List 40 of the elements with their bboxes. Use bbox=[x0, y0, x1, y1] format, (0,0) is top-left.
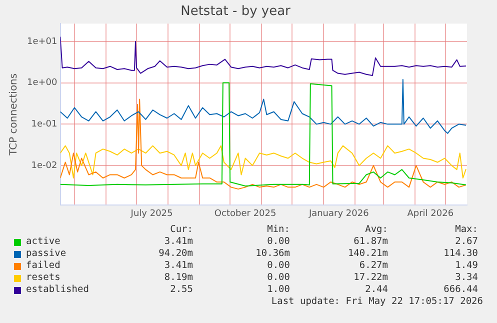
x-tick-label: January 2026 bbox=[308, 208, 370, 219]
y-tick-label: 1e+01 bbox=[26, 36, 58, 47]
legend-label: failed bbox=[26, 260, 60, 272]
text: 3.34 bbox=[455, 272, 478, 284]
y-tick-label: 1e-02 bbox=[31, 160, 58, 171]
text: Last update: Fri May 22 17:05:17 2026 bbox=[271, 296, 483, 308]
legend-label: active bbox=[26, 236, 60, 248]
chart-title: Netstat - by year bbox=[180, 4, 292, 20]
y-axis-title: TCP connections bbox=[8, 73, 20, 156]
text: 1.00 bbox=[267, 284, 290, 296]
x-tick-label: April 2026 bbox=[407, 208, 454, 219]
text: Max: bbox=[455, 224, 478, 236]
text: 94.20m bbox=[158, 248, 193, 260]
text: 10.36m bbox=[256, 248, 290, 260]
text: 2.44 bbox=[365, 284, 388, 296]
text: 2.55 bbox=[170, 284, 193, 296]
x-tick-label: October 2025 bbox=[214, 208, 276, 219]
legend-label: resets bbox=[26, 272, 60, 284]
text: 3.41m bbox=[164, 260, 193, 272]
text: 0.00 bbox=[267, 272, 290, 284]
x-tick-label: July 2025 bbox=[130, 208, 173, 219]
text: 2.67 bbox=[455, 236, 478, 248]
text: 17.22m bbox=[354, 272, 388, 284]
text: 3.41m bbox=[164, 236, 193, 248]
legend-label: established bbox=[26, 284, 89, 296]
text: 8.19m bbox=[164, 272, 193, 284]
text: 666.44 bbox=[444, 284, 478, 296]
text: 140.21m bbox=[348, 248, 388, 260]
text: 6.27m bbox=[359, 260, 388, 272]
text: Min: bbox=[267, 224, 290, 236]
text: Cur: bbox=[170, 224, 193, 236]
text: 61.87m bbox=[354, 236, 388, 248]
legend-label: passive bbox=[26, 248, 66, 260]
text: Avg: bbox=[365, 224, 388, 236]
text: 1.49 bbox=[455, 260, 478, 272]
y-tick-label: 1e+00 bbox=[26, 78, 58, 88]
y-tick-label: 1e-01 bbox=[31, 120, 58, 130]
text: 0.00 bbox=[267, 236, 290, 248]
text: 114.30 bbox=[444, 248, 478, 260]
text: 0.00 bbox=[267, 260, 290, 272]
